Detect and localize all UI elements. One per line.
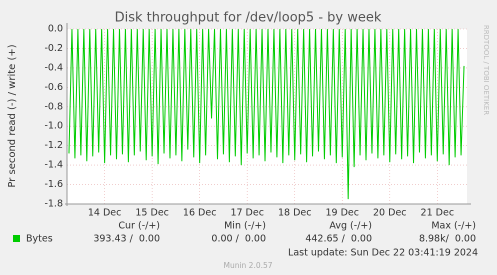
y-tick-label: -1.8 xyxy=(44,199,63,210)
x-tick-label: 14 Dec xyxy=(88,208,122,219)
x-tick-label: 20 Dec xyxy=(373,208,407,219)
y-tick-label: -1.0 xyxy=(44,121,63,132)
x-tick-label: 17 Dec xyxy=(230,208,264,219)
y-tick-label: -1.2 xyxy=(44,140,63,151)
x-tick-label: 21 Dec xyxy=(421,208,455,219)
y-axis-label: Pr second read (-) / write (+) xyxy=(7,44,18,187)
x-tick-label: 19 Dec xyxy=(325,208,359,219)
chart-title: Disk throughput for /dev/loop5 - by week xyxy=(115,11,382,26)
y-tick-label: -0.6 xyxy=(44,82,63,93)
y-tick-label: -0.2 xyxy=(44,43,63,54)
summary-header: Avg (-/+) xyxy=(329,221,372,232)
last-update: Last update: Sun Dec 22 03:41:19 2024 xyxy=(288,248,478,259)
y-tick-label: -0.8 xyxy=(44,101,63,112)
footer: Munin 2.0.57 xyxy=(223,261,272,270)
x-tick-label: 15 Dec xyxy=(135,208,169,219)
summary-value: 8.98k/ 0.00 xyxy=(419,234,476,245)
legend-swatch xyxy=(13,235,20,242)
y-tick-label: -1.6 xyxy=(44,179,63,190)
y-tick-label: 0.0 xyxy=(48,24,63,35)
legend-label: Bytes xyxy=(26,234,53,245)
summary-value: 393.43 / 0.00 xyxy=(93,234,160,245)
y-tick-label: -1.4 xyxy=(44,160,63,171)
x-tick-label: 16 Dec xyxy=(183,208,217,219)
y-tick-label: -0.4 xyxy=(44,62,63,73)
summary-header: Min (-/+) xyxy=(224,221,266,232)
side-text: RRDTOOL / TOBI OETIKER xyxy=(482,25,490,115)
summary-value: 0.00 / 0.00 xyxy=(211,234,266,245)
data-line xyxy=(68,28,465,200)
summary-header: Max (-/+) xyxy=(431,221,476,232)
summary-value: 442.65 / 0.00 xyxy=(305,234,372,245)
x-tick-label: 18 Dec xyxy=(278,208,312,219)
summary-header: Cur (-/+) xyxy=(118,221,160,232)
